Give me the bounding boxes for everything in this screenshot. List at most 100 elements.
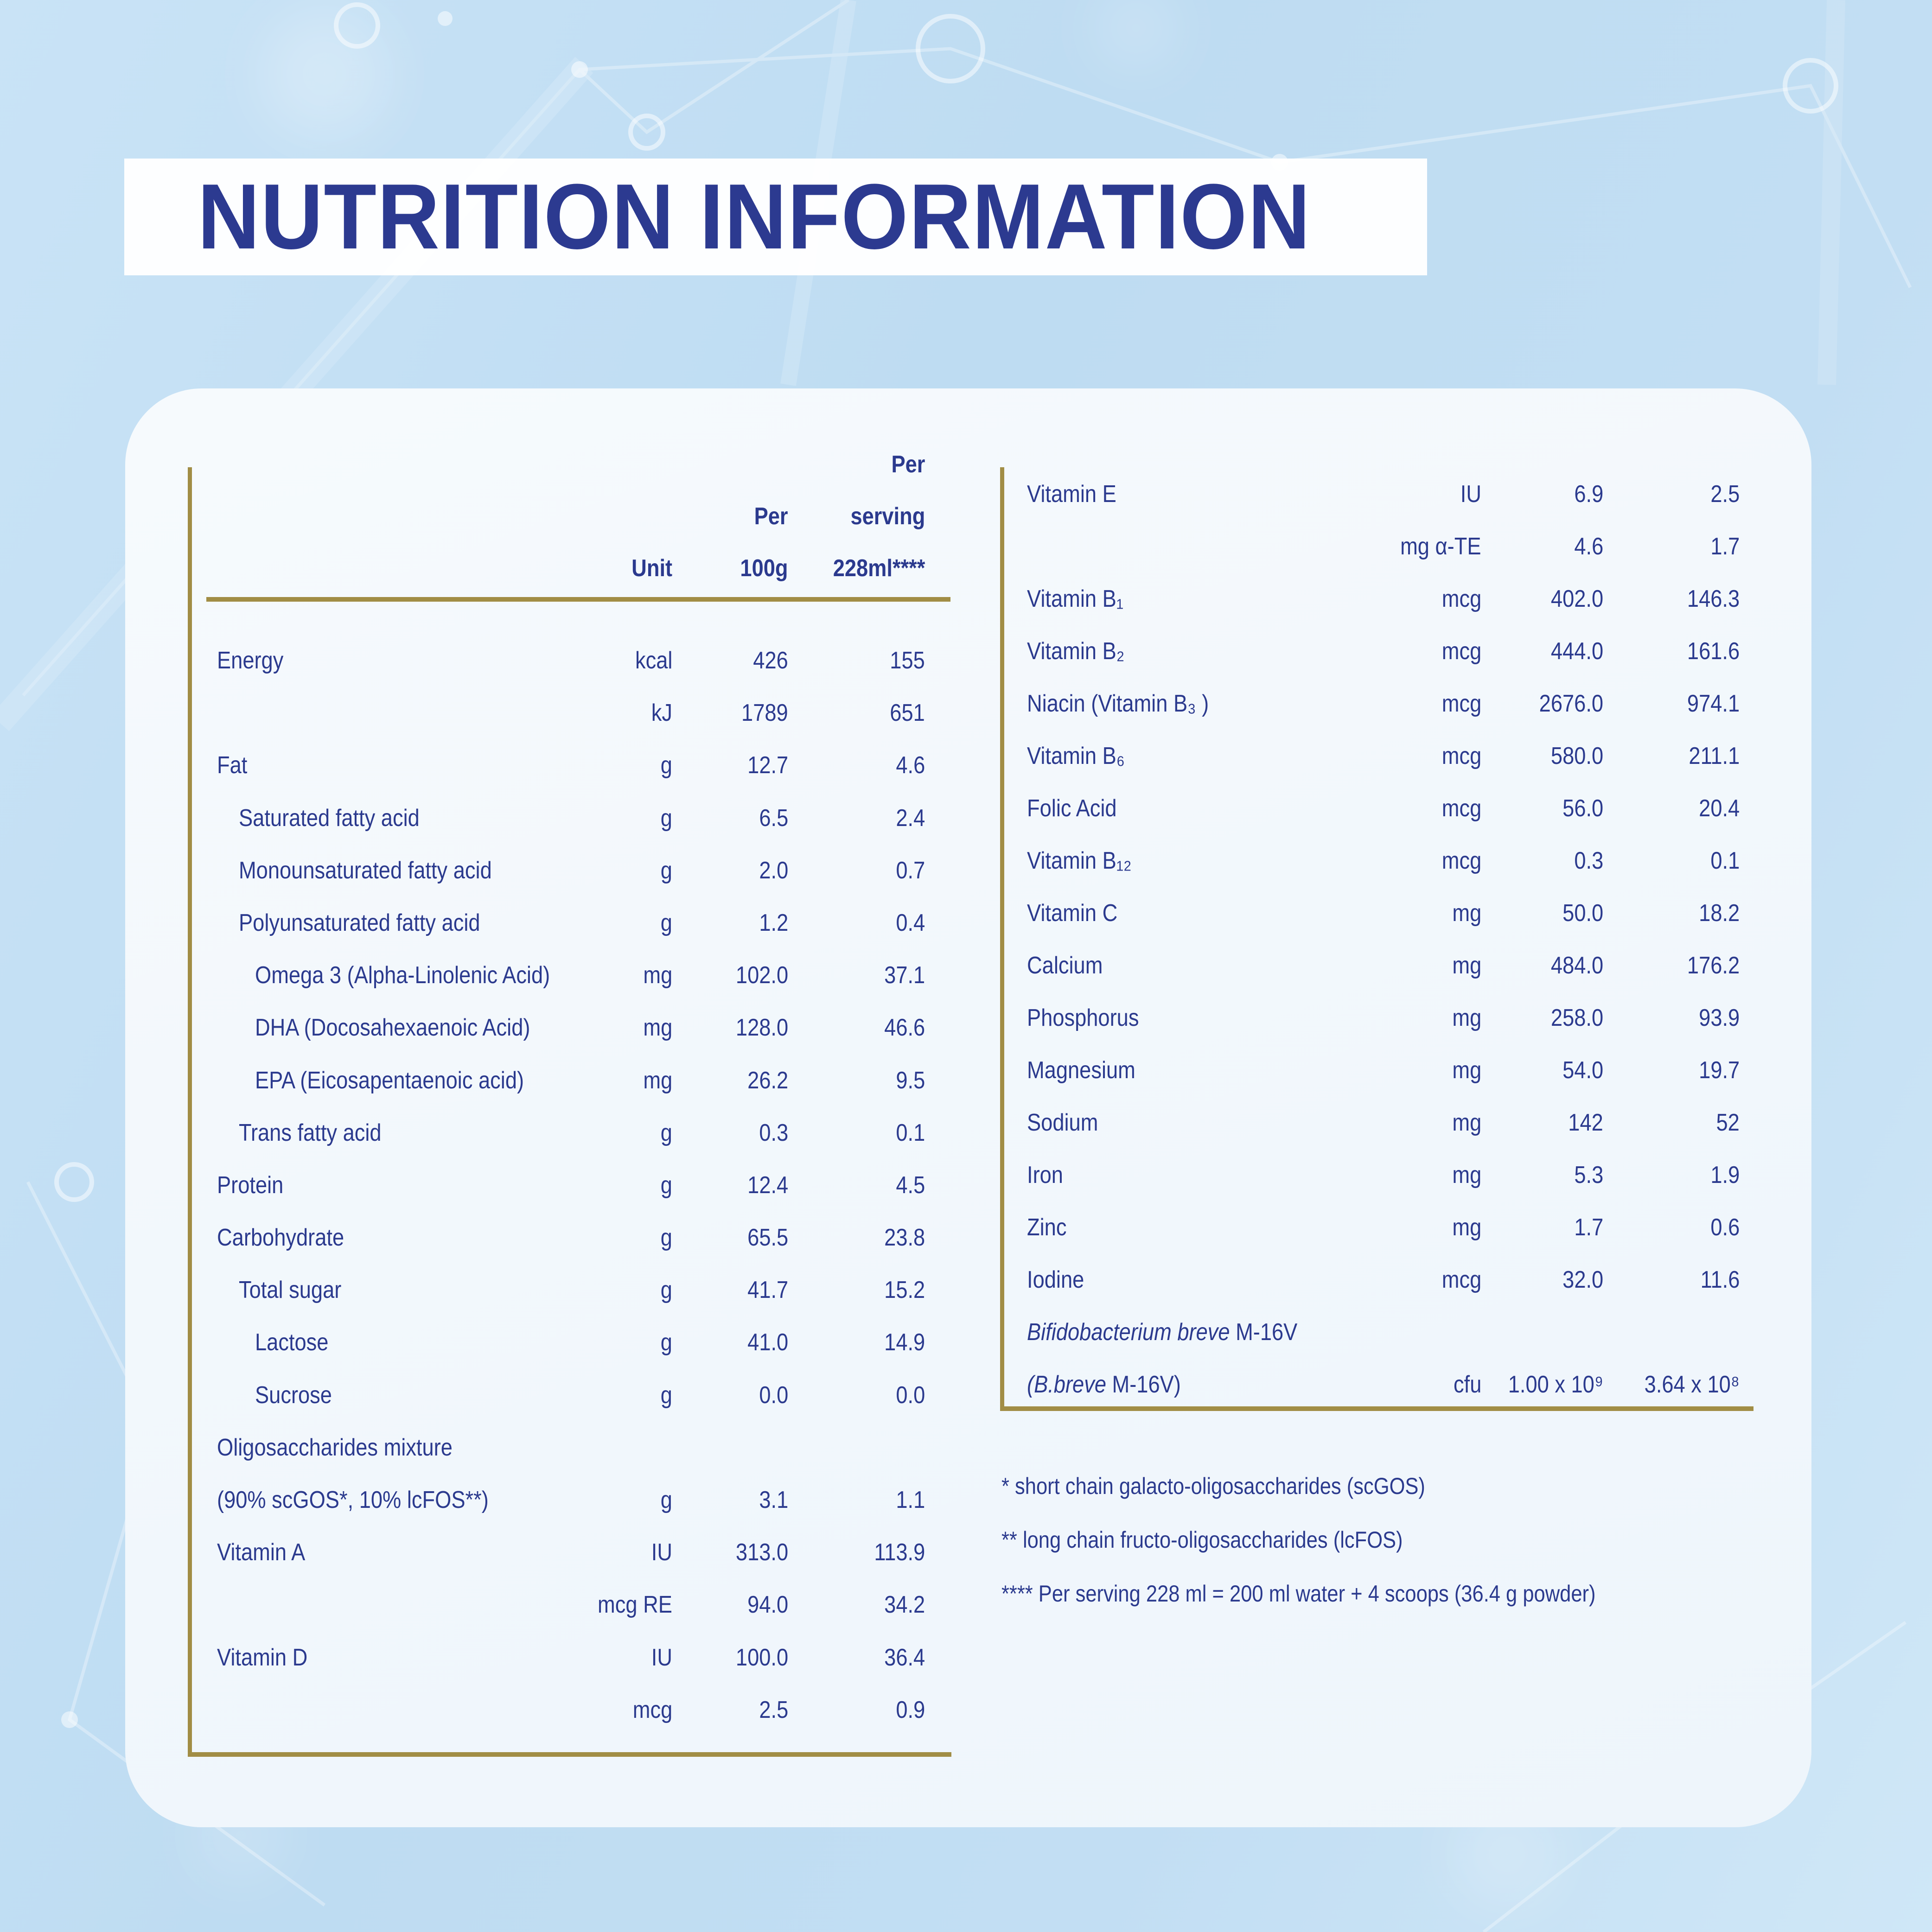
row-serving-value: 1.7 — [1710, 533, 1740, 560]
row-per100g-value: 1.7 — [1574, 1214, 1603, 1241]
table-row: Magnesium mg 54.0 19.7 — [1000, 1044, 1753, 1097]
table-row: Calcium mg 484.0 176.2 — [1000, 940, 1753, 992]
row-unit-value: mg — [1452, 952, 1481, 979]
row-per100g-value: 41.0 — [747, 1329, 788, 1356]
row-unit-value: mg — [1452, 1162, 1481, 1188]
table-row: Polyunsaturated fatty acid g 1.2 0.4 — [190, 897, 950, 949]
footnote-lcfos: ** long chain fructo-oligosaccharides (l… — [1001, 1527, 1403, 1553]
row-serving-value: 0.4 — [896, 909, 925, 936]
footnote-per-serving: **** Per serving 228 ml = 200 ml water +… — [1001, 1581, 1596, 1607]
table-row: Vitamin B₁₂ mcg 0.3 0.1 — [1000, 835, 1753, 887]
column-header-per-100g: Per 100g — [740, 503, 788, 582]
row-per100g-value: 26.2 — [747, 1067, 788, 1094]
row-serving-value: 1.9 — [1710, 1162, 1740, 1188]
column-header-per-serving: Per serving 228ml**** — [833, 451, 925, 582]
row-serving-value: 113.9 — [874, 1539, 925, 1566]
row-per100g-value: 0.0 — [759, 1381, 788, 1409]
left-table-header: Unit Per 100g Per serving 228ml**** — [190, 431, 950, 597]
row-serving-value: 37.1 — [884, 962, 925, 989]
table-row: Carbohydrate g 65.5 23.8 — [190, 1212, 950, 1264]
row-per100g-value: 65.5 — [747, 1224, 788, 1252]
left-table-header-rule — [206, 597, 950, 602]
table-row: Fat g 12.7 4.6 — [190, 739, 950, 792]
row-serving-value: 0.1 — [1710, 847, 1740, 874]
row-serving-value: 18.2 — [1698, 900, 1740, 927]
left-table-vertical-rule — [188, 467, 192, 1757]
table-row: kJ 1789 651 — [190, 687, 950, 739]
row-serving-value: 176.2 — [1687, 952, 1740, 979]
footnotes: * short chain galacto-oligosaccharides (… — [1001, 1459, 1684, 1621]
row-label: Energy — [217, 647, 284, 674]
row-per100g-value: 402.0 — [1550, 585, 1603, 612]
table-row: Sodium mg 142 52 — [1000, 1097, 1753, 1149]
row-serving-value: 14.9 — [884, 1329, 925, 1356]
row-serving-value: 0.9 — [896, 1696, 925, 1723]
row-unit-value: mcg — [1441, 743, 1481, 769]
row-per100g-value: 100.0 — [735, 1644, 788, 1671]
row-serving-value: 3.64 x 10⁸ — [1644, 1371, 1740, 1398]
row-unit-value: IU — [1460, 481, 1481, 508]
table-row: Vitamin B₁ mcg 402.0 146.3 — [1000, 573, 1753, 625]
table-row: Energy kcal 426 155 — [190, 635, 950, 687]
page-title: NUTRITION INFORMATION — [198, 165, 1311, 268]
row-unit-value: g — [660, 1329, 672, 1356]
row-serving-value: 9.5 — [896, 1067, 925, 1094]
row-per100g-value: 1.2 — [759, 909, 788, 936]
row-serving-value: 651 — [890, 699, 925, 727]
row-label: Monounsaturated fatty acid — [239, 857, 492, 884]
row-per100g-value: 1.00 x 10⁹ — [1508, 1371, 1603, 1398]
row-unit-value: mg — [1452, 900, 1481, 927]
row-unit-value: g — [660, 1119, 672, 1146]
row-unit-value: mcg — [1441, 847, 1481, 874]
row-unit-value: kcal — [635, 647, 672, 674]
row-label: Folic Acid — [1027, 795, 1117, 822]
row-per100g-value: 32.0 — [1562, 1266, 1603, 1293]
row-per100g-value: 0.3 — [759, 1119, 788, 1146]
row-label: Magnesium — [1027, 1057, 1135, 1084]
row-serving-value: 23.8 — [884, 1224, 925, 1252]
row-per100g-value: 102.0 — [735, 962, 788, 989]
row-serving-value: 0.1 — [896, 1119, 925, 1146]
row-serving-value: 0.7 — [896, 857, 925, 884]
row-per100g-value: 3.1 — [759, 1487, 788, 1513]
row-per100g-value: 54.0 — [1562, 1057, 1603, 1084]
row-unit-value: g — [660, 804, 672, 832]
row-unit-value: mcg — [1441, 795, 1481, 822]
row-label: Calcium — [1027, 952, 1103, 979]
row-label: Sodium — [1027, 1109, 1098, 1136]
row-per100g-value: 6.9 — [1574, 481, 1603, 508]
table-row: EPA (Eicosapentaenoic acid) mg 26.2 9.5 — [190, 1055, 950, 1107]
row-label: Total sugar — [239, 1277, 342, 1304]
row-serving-value: 19.7 — [1698, 1057, 1740, 1084]
row-label: Vitamin C — [1027, 900, 1118, 927]
row-per100g-value: 313.0 — [735, 1539, 788, 1566]
table-row: Vitamin B₂ mcg 444.0 161.6 — [1000, 625, 1753, 678]
row-serving-value: 2.4 — [896, 804, 925, 832]
right-nutrition-table: Vitamin E IU 6.9 2.5 mg α-TE 4.6 1.7 Vitamin B₁… — [1000, 468, 1753, 1411]
row-unit-value: kJ — [651, 699, 672, 727]
row-unit-value: g — [660, 1277, 672, 1304]
row-unit-value: mg — [643, 962, 672, 989]
row-serving-value: 211.1 — [1689, 743, 1740, 769]
row-serving-value: 11.6 — [1700, 1266, 1740, 1293]
table-row: Trans fatty acid g 0.3 0.1 — [190, 1107, 950, 1159]
row-per100g-value: 2.5 — [759, 1696, 788, 1723]
row-serving-value: 52 — [1716, 1109, 1740, 1136]
row-per100g-value: 2676.0 — [1539, 690, 1603, 717]
row-unit-value: mcg RE — [598, 1591, 672, 1619]
row-per100g-value: 258.0 — [1550, 1004, 1603, 1031]
row-serving-value: 46.6 — [884, 1014, 925, 1042]
row-unit-value: mg — [1452, 1109, 1481, 1136]
row-per100g-value: 41.7 — [747, 1277, 788, 1304]
row-serving-value: 146.3 — [1687, 585, 1740, 612]
row-per100g-value: 4.6 — [1574, 533, 1603, 560]
row-label: (90% scGOS*, 10% lcFOS**) — [217, 1487, 489, 1513]
table-row: Folic Acid mcg 56.0 20.4 — [1000, 782, 1753, 835]
row-per100g-value: 2.0 — [759, 857, 788, 884]
right-table-bottom-rule — [1000, 1406, 1753, 1411]
row-unit-value: mg — [643, 1067, 672, 1094]
table-row: Vitamin C mg 50.0 18.2 — [1000, 887, 1753, 940]
table-row: Phosphorus mg 258.0 93.9 — [1000, 992, 1753, 1044]
row-per100g-value: 12.4 — [747, 1171, 788, 1199]
